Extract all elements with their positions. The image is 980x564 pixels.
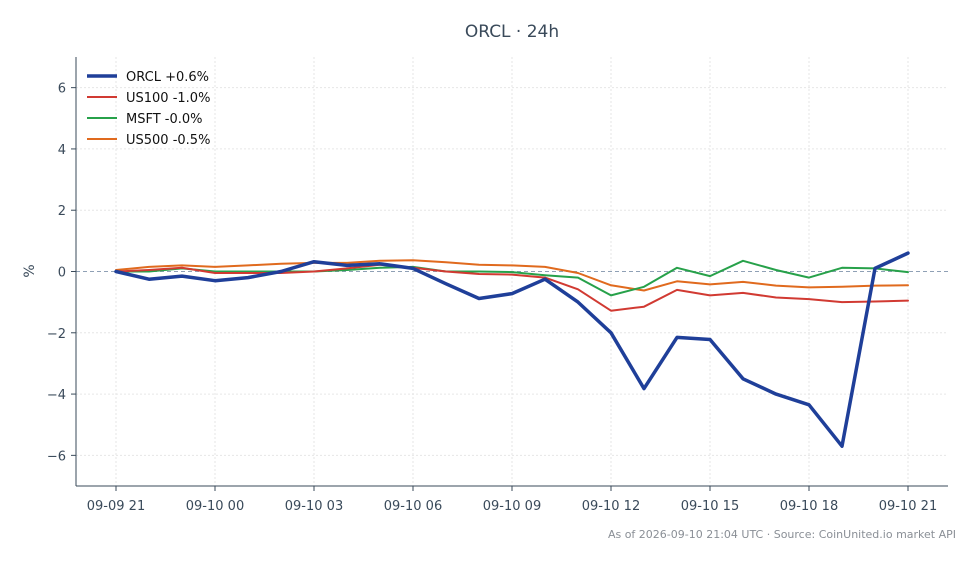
y-axis-label: %: [22, 264, 38, 277]
footer-note: As of 2026-09-10 21:04 UTC · Source: Coi…: [608, 528, 956, 541]
grid: [76, 57, 948, 486]
x-tick-label: 09-10 18: [780, 499, 838, 514]
chart-title: ORCL · 24h: [465, 22, 559, 42]
series-line-1: [115, 263, 909, 312]
y-tick-label: 6: [58, 82, 66, 97]
series-line-2: [115, 259, 909, 297]
x-tick-label: 09-10 03: [285, 499, 343, 514]
y-tick-label: 0: [58, 266, 66, 281]
x-tick-label: 09-09 21: [87, 499, 145, 514]
x-tick-label: 09-10 06: [384, 499, 442, 514]
y-tick-label: −6: [47, 449, 66, 464]
y-tick-label: 2: [58, 204, 66, 219]
legend-label: ORCL +0.6%: [126, 70, 209, 85]
x-tick-label: 09-10 12: [582, 499, 640, 514]
x-tick-label: 09-10 00: [186, 499, 244, 514]
x-tick-label: 09-10 15: [681, 499, 739, 514]
x-tick-label: 09-10 09: [483, 499, 541, 514]
series-line-0: [114, 251, 910, 448]
series-lines: [114, 251, 910, 448]
y-axis-ticks: −6 −4 −2 0 2 4 6: [47, 82, 76, 464]
legend-label: MSFT -0.0%: [126, 112, 203, 127]
y-tick-label: −2: [47, 327, 66, 342]
x-tick-label: 09-10 21: [879, 499, 937, 514]
series-line-3: [115, 259, 909, 292]
legend: ORCL +0.6% US100 -1.0% MSFT -0.0% US500 -0.…: [87, 70, 210, 148]
x-axis-ticks: 09-09 21 09-10 00 09-10 03 09-10 06 09-10 09…: [87, 486, 937, 514]
y-tick-label: −4: [47, 388, 66, 403]
legend-label: US500 -0.5%: [126, 133, 210, 148]
legend-label: US100 -1.0%: [126, 91, 210, 106]
y-tick-label: 4: [58, 143, 66, 158]
